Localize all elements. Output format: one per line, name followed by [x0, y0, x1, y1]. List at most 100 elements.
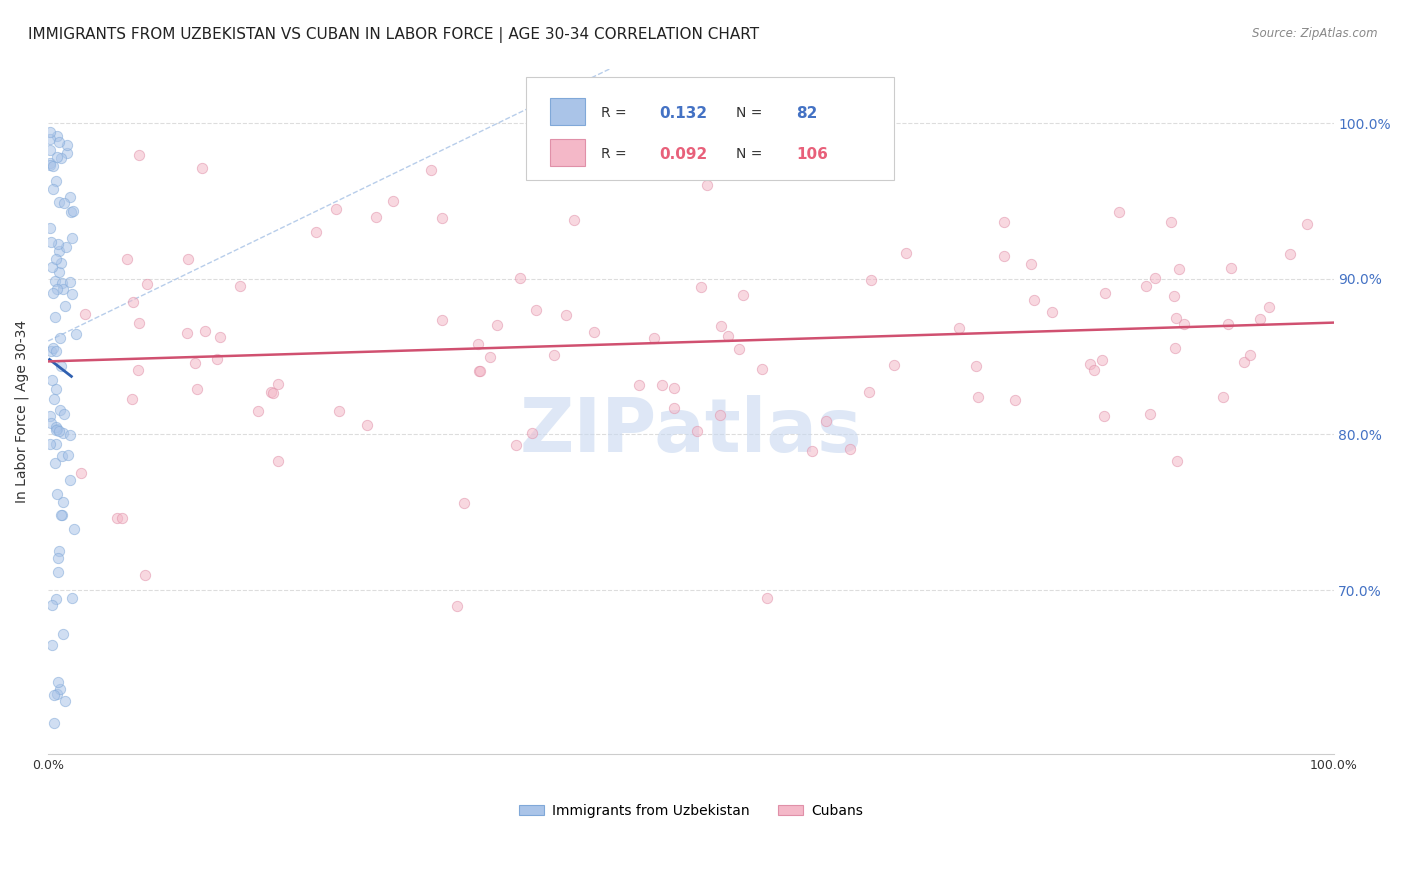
FancyBboxPatch shape	[526, 77, 894, 180]
Point	[52, 495, 75, 509]
Point	[127, 363, 149, 377]
Point	[38, 220, 60, 235]
Point	[55, 694, 77, 708]
Point	[266, 454, 288, 468]
Point	[49, 256, 72, 270]
Point	[48, 544, 70, 558]
Point	[176, 326, 198, 340]
Point	[51, 276, 73, 290]
Point	[52, 407, 75, 421]
Point	[56, 137, 79, 152]
Point	[45, 252, 67, 266]
Point	[46, 236, 69, 251]
Point	[1040, 305, 1063, 319]
Point	[505, 438, 527, 452]
Point	[1220, 260, 1243, 275]
Point	[1239, 348, 1261, 362]
Text: Source: ZipAtlas.com: Source: ZipAtlas.com	[1253, 27, 1378, 40]
Point	[1163, 289, 1185, 303]
Point	[38, 156, 60, 170]
Point	[51, 449, 73, 463]
Point	[478, 350, 501, 364]
Point	[45, 383, 67, 397]
Point	[107, 511, 129, 525]
Point	[1249, 311, 1271, 326]
Point	[52, 426, 75, 441]
Text: N =: N =	[735, 147, 766, 161]
Point	[41, 260, 63, 274]
Point	[1212, 391, 1234, 405]
Y-axis label: In Labor Force | Age 30-34: In Labor Force | Age 30-34	[15, 319, 30, 503]
Point	[48, 264, 70, 278]
Point	[858, 384, 880, 399]
Point	[710, 319, 733, 334]
Point	[543, 348, 565, 362]
Point	[696, 178, 718, 193]
Point	[128, 148, 150, 162]
Point	[756, 591, 779, 605]
Point	[121, 392, 143, 406]
Point	[1135, 278, 1157, 293]
Point	[52, 282, 75, 296]
Point	[38, 143, 60, 157]
Point	[948, 321, 970, 335]
Point	[467, 336, 489, 351]
Point	[1022, 293, 1045, 307]
Point	[60, 286, 83, 301]
Point	[1092, 409, 1115, 423]
Point	[325, 202, 347, 216]
Point	[46, 675, 69, 690]
Point	[1019, 257, 1042, 271]
Point	[52, 626, 75, 640]
Point	[1144, 271, 1167, 285]
Text: R =: R =	[600, 147, 631, 161]
Point	[356, 417, 378, 432]
Point	[709, 408, 731, 422]
Point	[44, 456, 66, 470]
Point	[49, 331, 72, 345]
Point	[382, 194, 405, 208]
Point	[453, 495, 475, 509]
Point	[136, 277, 159, 291]
Point	[894, 246, 917, 260]
Text: IMMIGRANTS FROM UZBEKISTAN VS CUBAN IN LABOR FORCE | AGE 30-34 CORRELATION CHART: IMMIGRANTS FROM UZBEKISTAN VS CUBAN IN L…	[28, 27, 759, 43]
Point	[1139, 407, 1161, 421]
Point	[44, 310, 66, 325]
Point	[70, 467, 93, 481]
Point	[183, 356, 205, 370]
Point	[468, 364, 491, 378]
Text: 0.092: 0.092	[659, 146, 707, 161]
Point	[1160, 215, 1182, 229]
Point	[205, 351, 228, 366]
Point	[801, 444, 824, 458]
Point	[194, 324, 217, 338]
Point	[59, 428, 82, 442]
Point	[554, 308, 576, 322]
Point	[814, 414, 837, 428]
Point	[42, 392, 65, 407]
Point	[1278, 246, 1301, 260]
Point	[662, 381, 685, 395]
Point	[59, 473, 82, 487]
Point	[51, 508, 73, 523]
Point	[993, 214, 1015, 228]
Point	[967, 391, 990, 405]
Point	[717, 328, 740, 343]
Point	[53, 299, 76, 313]
Point	[45, 419, 67, 434]
Point	[883, 358, 905, 372]
Point	[262, 386, 284, 401]
Point	[60, 205, 83, 219]
Point	[46, 282, 69, 296]
Point	[267, 376, 290, 391]
Point	[304, 225, 326, 239]
Point	[328, 404, 350, 418]
Point	[39, 416, 62, 430]
Point	[643, 331, 665, 345]
Point	[45, 422, 67, 436]
Point	[41, 638, 63, 652]
Point	[59, 275, 82, 289]
Point	[128, 316, 150, 330]
Point	[524, 302, 547, 317]
Point	[111, 510, 134, 524]
